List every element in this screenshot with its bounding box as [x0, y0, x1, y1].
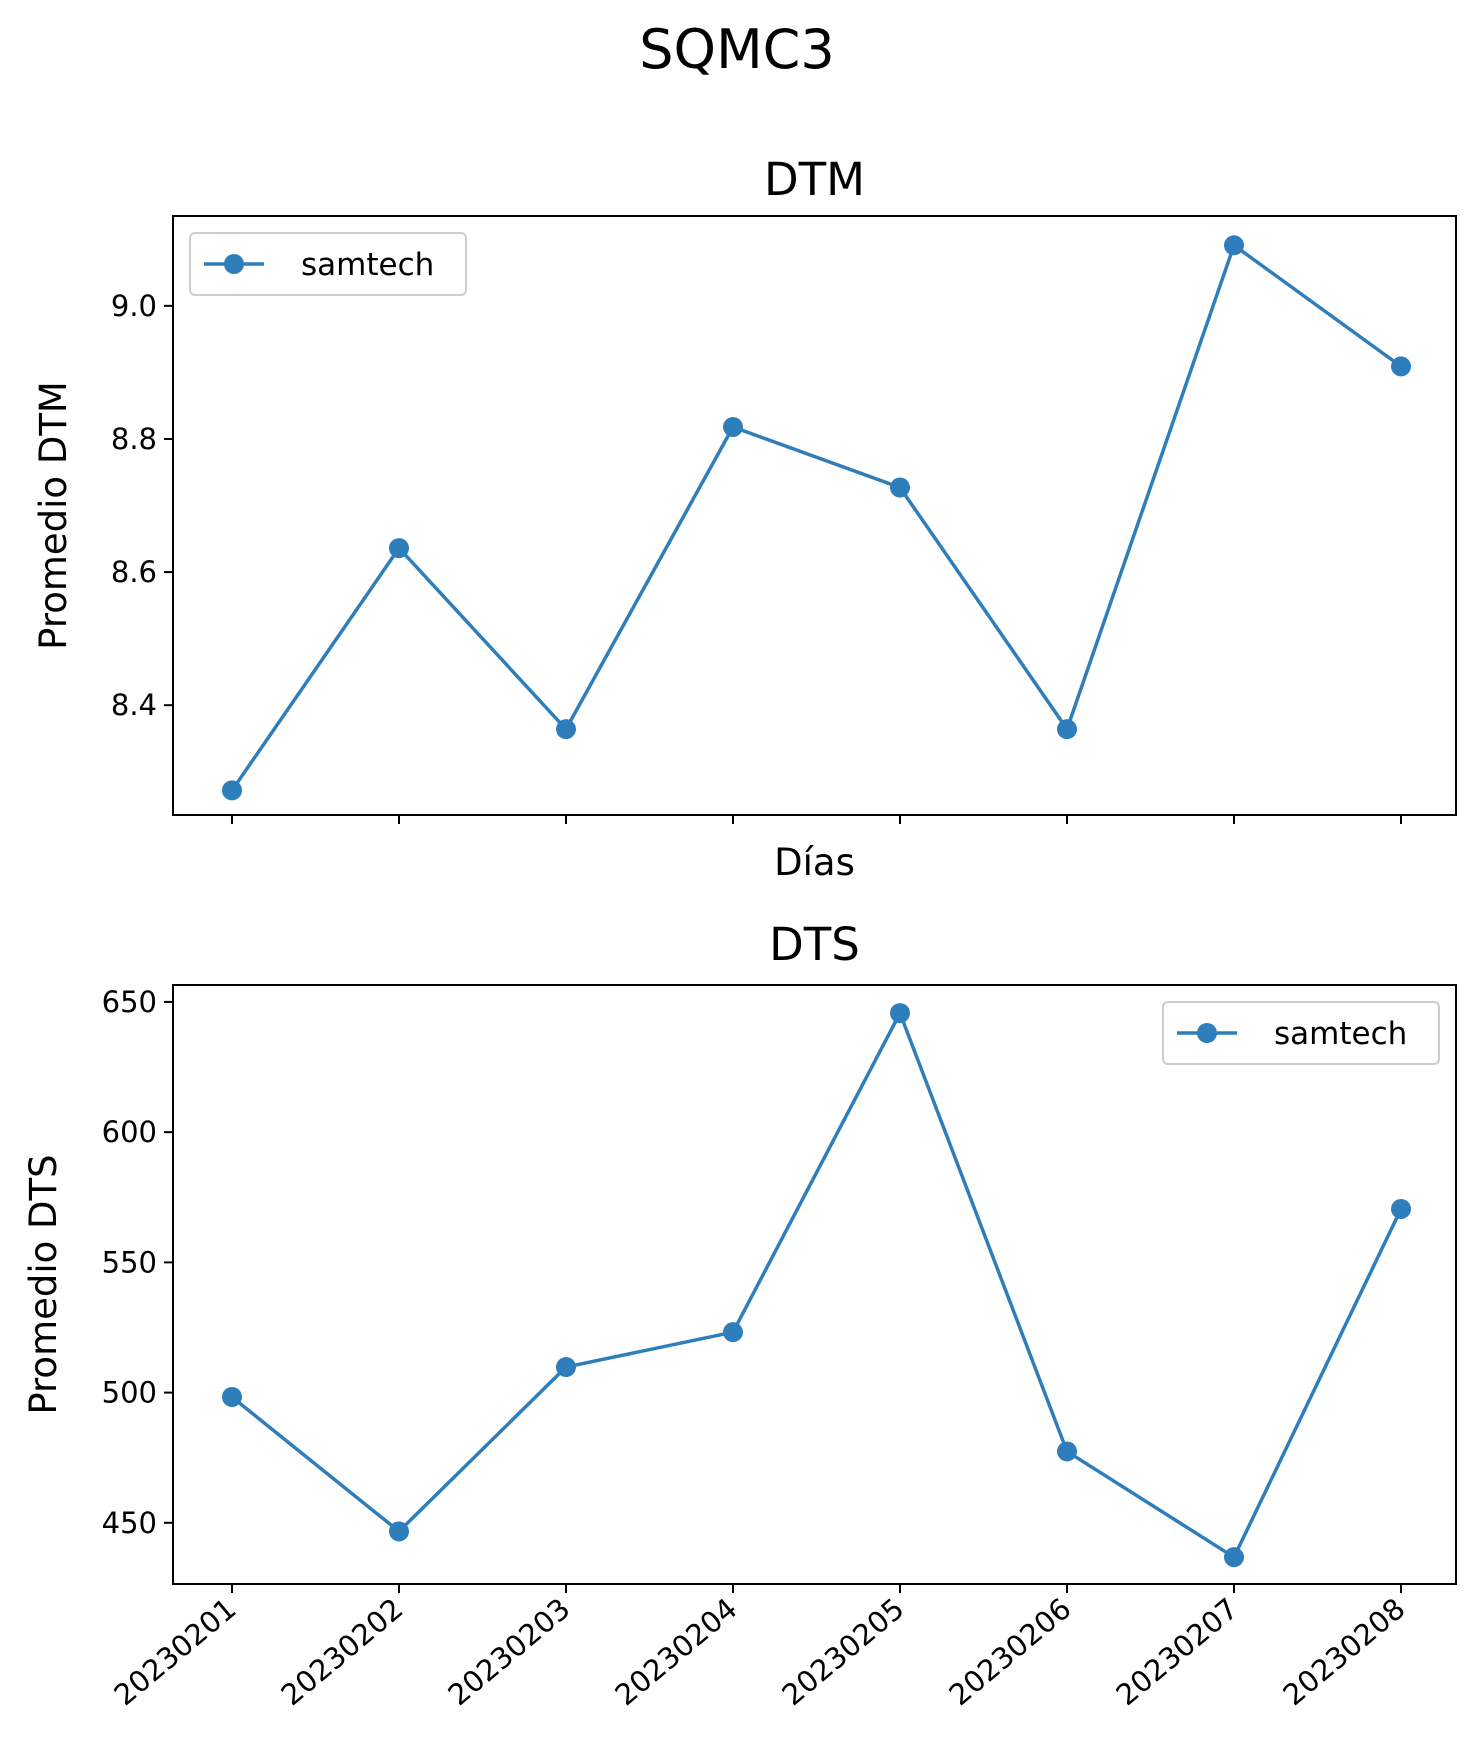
chart-title: DTS: [769, 918, 860, 971]
y-tick-label: 650: [102, 985, 157, 1019]
x-tick-label: 20230208: [1277, 1591, 1412, 1712]
x-tick-label: 20230203: [442, 1591, 577, 1712]
legend-box: [1162, 1001, 1440, 1065]
data-point: [1224, 235, 1244, 256]
y-tick-label: 8.4: [111, 688, 157, 722]
y-tick-label: 8.8: [111, 422, 157, 456]
data-point: [222, 1387, 242, 1408]
y-tick-label: 9.0: [111, 289, 157, 323]
data-point: [556, 719, 576, 740]
y-tick-label: 550: [102, 1245, 157, 1279]
dtm-chart-panel: DTM 8.4 8.6 8.8 9.0 Días Promedio DTM samtech: [32, 153, 1457, 884]
plot-area-frame: [172, 984, 1457, 1585]
y-tick-label: 8.6: [111, 555, 157, 589]
y-tick-label: 450: [102, 1506, 157, 1540]
y-axis-label: Promedio DTM: [32, 381, 75, 650]
legend-marker: [1197, 1023, 1217, 1043]
data-point: [890, 1003, 910, 1024]
x-tick-label: 20230206: [943, 1591, 1078, 1712]
data-point: [389, 538, 409, 559]
dts-chart-panel: DTS 450 500 550 600 650 20230201 20230202 202302…: [22, 918, 1457, 1712]
data-point: [723, 416, 743, 437]
x-tick-label: 20230202: [275, 1591, 410, 1712]
chart-title: DTM: [764, 153, 865, 206]
figure-title: SQMC3: [639, 18, 834, 81]
series-line-samtech: [230, 1011, 1403, 1559]
data-point: [890, 477, 910, 498]
data-point: [1224, 1547, 1244, 1568]
x-tick-label: 20230207: [1110, 1591, 1245, 1712]
x-tick-label: 20230201: [108, 1591, 243, 1712]
x-tick-label: 20230204: [609, 1591, 744, 1712]
y-axis-label: Promedio DTS: [22, 1154, 65, 1414]
data-point: [222, 780, 242, 801]
data-point: [1391, 356, 1411, 377]
series-line-samtech: [230, 243, 1403, 792]
y-tick-label: 500: [102, 1376, 157, 1410]
data-point: [556, 1357, 576, 1378]
legend-marker: [224, 254, 244, 274]
data-point: [723, 1322, 743, 1343]
legend-label: samtech: [301, 247, 434, 283]
plot-area-frame: [172, 215, 1457, 816]
data-point: [1057, 719, 1077, 740]
legend-label: samtech: [1274, 1016, 1407, 1052]
data-point: [1391, 1198, 1411, 1219]
x-tick-label: 20230205: [776, 1591, 911, 1712]
y-tick-label: 600: [102, 1115, 157, 1149]
x-axis-label: Días: [774, 841, 855, 884]
legend-box: [189, 232, 467, 296]
data-point: [389, 1521, 409, 1542]
data-point: [1057, 1441, 1077, 1462]
